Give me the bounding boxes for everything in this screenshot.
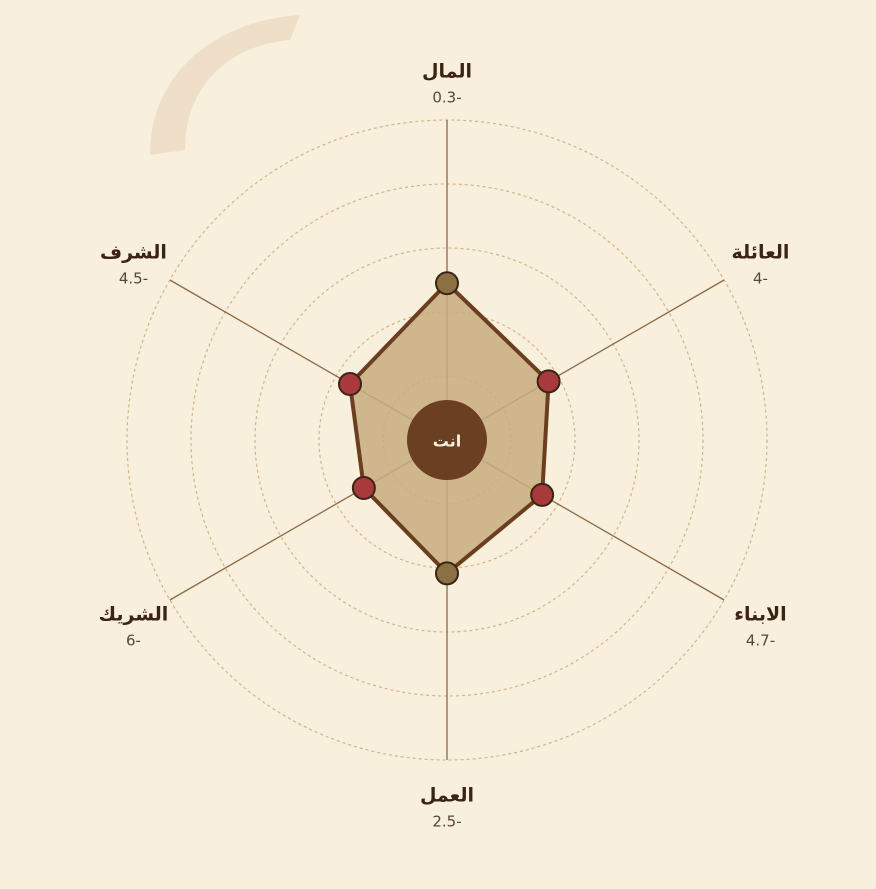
value-label: 0.3- (432, 89, 461, 107)
axis-label: المال (422, 61, 472, 83)
axis-label: العمل (420, 785, 474, 807)
grid-ring (190, 183, 704, 697)
axis-label: العائلة (732, 242, 790, 264)
axis-label: الابناء (734, 604, 786, 626)
radar-point (351, 476, 376, 500)
value-label: 4.7- (746, 632, 775, 650)
axis-label: الشريك (99, 604, 169, 626)
value-label: 4.5- (119, 270, 148, 288)
value-label: 2.5- (432, 813, 461, 831)
radar-point (530, 482, 555, 507)
value-label: 4- (753, 270, 768, 288)
radar-point (435, 271, 459, 296)
radar-point (435, 561, 459, 586)
center-label: انت (433, 432, 461, 451)
radar-point (536, 369, 561, 394)
radar-point (338, 372, 363, 396)
center-circle (407, 400, 487, 480)
axis-label: الشرف (100, 242, 167, 264)
value-label: 6- (126, 632, 141, 650)
decoration (150, 15, 300, 155)
